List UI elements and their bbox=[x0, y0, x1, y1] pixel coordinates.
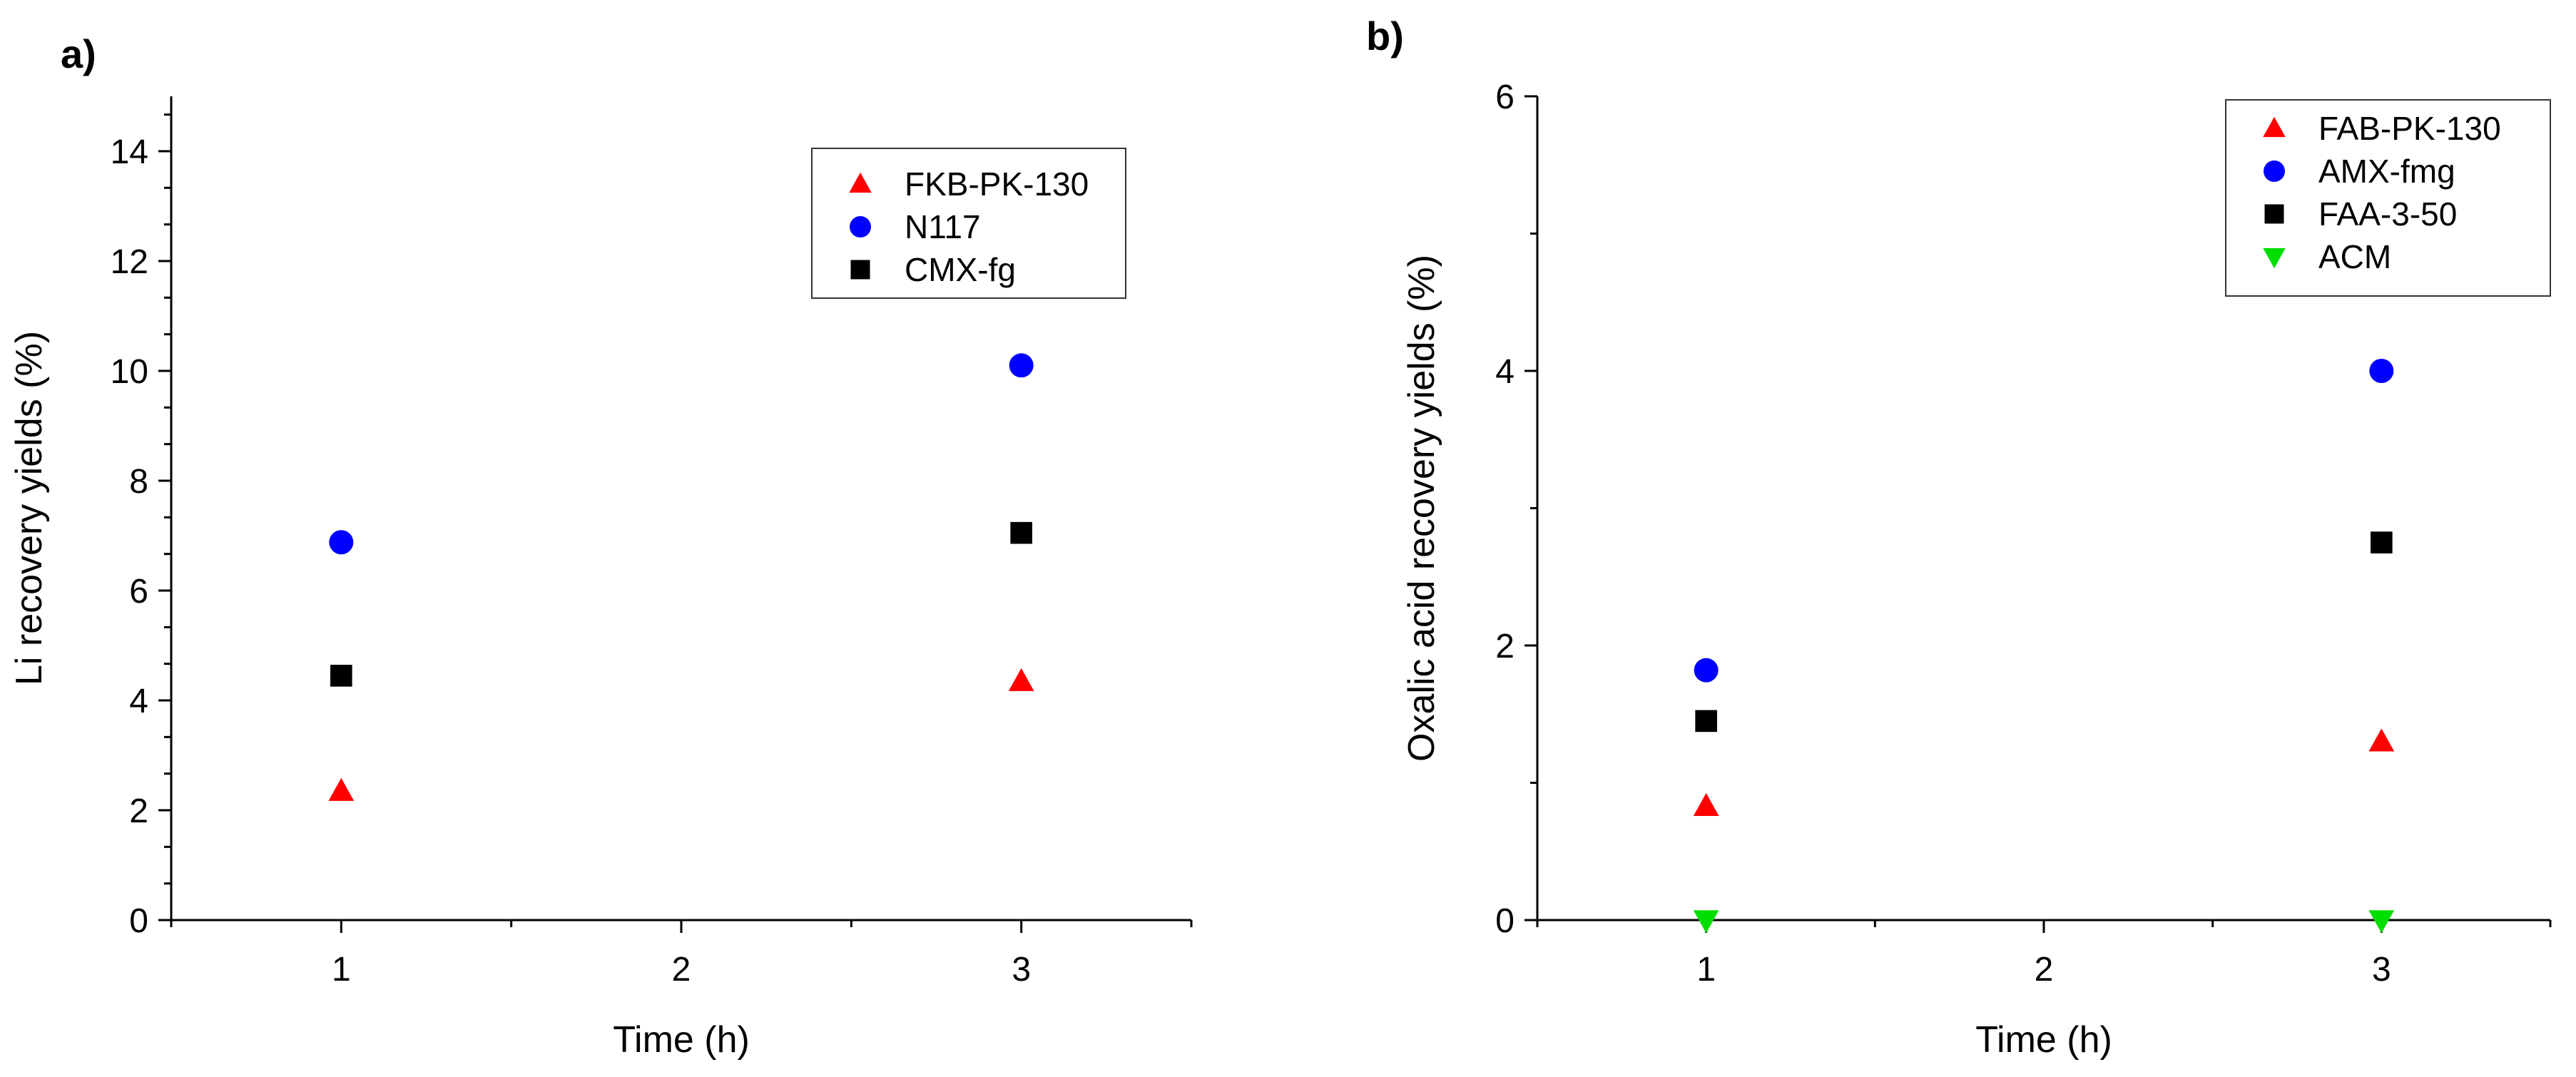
data-point-fkb-pk-130 bbox=[1008, 668, 1034, 691]
y-tick-label: 0 bbox=[129, 902, 148, 940]
y-tick-label: 8 bbox=[129, 463, 148, 501]
data-point-cmx-fg bbox=[330, 665, 352, 687]
legend-label: CMX-fg bbox=[905, 251, 1016, 288]
legend: FKB-PK-130 N117 CMX-fg bbox=[811, 148, 1126, 299]
data-point-faa-3-50 bbox=[2371, 531, 2393, 553]
y-axis-title: Oxalic acid recovery yields (%) bbox=[1401, 255, 1442, 762]
data-point-acm bbox=[2368, 910, 2395, 934]
legend: FAB-PK-130 AMX-fmg FAA-3-50 ACM bbox=[2225, 99, 2551, 297]
y-tick-label: 12 bbox=[111, 243, 148, 281]
legend-marker-faa-3-50 bbox=[2264, 204, 2284, 224]
x-tick-label: 1 bbox=[332, 951, 351, 989]
y-axis-title: Li recovery yields (%) bbox=[9, 331, 50, 685]
data-point-fab-pk-130 bbox=[1693, 792, 1719, 816]
legend-marker-fab-pk-130 bbox=[2263, 116, 2286, 138]
data-point-cmx-fg bbox=[1010, 521, 1032, 544]
y-tick-label: 6 bbox=[1495, 78, 1514, 116]
y-tick-label: 6 bbox=[129, 573, 148, 611]
panel-label: b) bbox=[1366, 14, 1404, 58]
legend-label: ACM bbox=[2318, 238, 2391, 275]
data-point-n117 bbox=[1009, 353, 1034, 378]
x-tick-label: 2 bbox=[2035, 951, 2054, 989]
data-point-amx-fmg bbox=[2369, 359, 2394, 383]
legend-marker-fkb-pk-130 bbox=[849, 172, 872, 193]
y-tick-label: 14 bbox=[111, 133, 148, 171]
y-tick-label: 0 bbox=[1495, 902, 1514, 940]
x-axis-title: Time (h) bbox=[1975, 1019, 2112, 1061]
y-tick-label: 4 bbox=[1495, 353, 1514, 391]
legend-marker-cmx-fg bbox=[850, 260, 870, 280]
x-tick-label: 3 bbox=[1012, 951, 1031, 989]
legend-marker-acm bbox=[2263, 247, 2286, 269]
x-tick-label: 1 bbox=[1696, 951, 1716, 989]
chart-panel-b: b) 0 2 4 6 1 2 3 Time (h) Oxalic acid recovery yi… bbox=[1366, 14, 2552, 1061]
x-tick-label: 2 bbox=[672, 951, 691, 989]
legend-label: N117 bbox=[905, 208, 981, 245]
data-point-amx-fmg bbox=[1694, 658, 1719, 683]
data-point-acm bbox=[1693, 910, 1719, 934]
data-point-fab-pk-130 bbox=[2368, 728, 2395, 752]
data-point-fkb-pk-130 bbox=[328, 777, 355, 801]
data-point-faa-3-50 bbox=[1695, 710, 1717, 733]
y-tick-label: 2 bbox=[1495, 628, 1514, 665]
legend-label: FAB-PK-130 bbox=[2318, 110, 2501, 147]
data-point-n117 bbox=[329, 530, 354, 555]
y-tick-label: 10 bbox=[111, 353, 148, 391]
y-tick-label: 2 bbox=[129, 792, 148, 830]
legend-label: AMX-fmg bbox=[2318, 153, 2455, 190]
legend-label: FAA-3-50 bbox=[2318, 195, 2457, 233]
y-tick-label: 4 bbox=[129, 683, 148, 720]
panel-label: a) bbox=[61, 31, 96, 76]
legend-marker-n117 bbox=[850, 216, 871, 238]
legend-marker-amx-fmg bbox=[2264, 160, 2285, 182]
legend-label: FKB-PK-130 bbox=[905, 165, 1089, 203]
x-axis-title: Time (h) bbox=[613, 1019, 750, 1061]
x-tick-label: 3 bbox=[2372, 951, 2391, 989]
